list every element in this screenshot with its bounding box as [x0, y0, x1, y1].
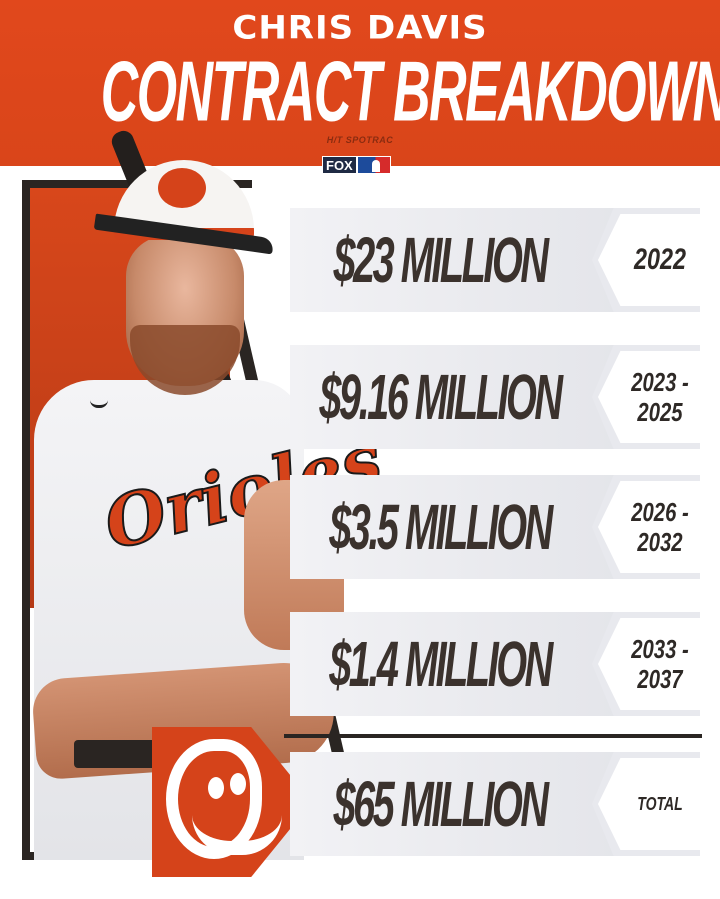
row-band [290, 208, 620, 312]
row-label-box [598, 351, 700, 443]
total-amount: $65 MILLION [333, 768, 549, 840]
contract-row: $1.4 MILLION 2033 - 2037 [290, 612, 700, 716]
cap-oriole-icon [158, 168, 206, 208]
player-belt [74, 740, 164, 768]
header-banner: CHRIS DAVIS CONTRACT BREAKDOWN H/T SPOTR… [0, 0, 720, 166]
oriole-eye [208, 777, 224, 799]
row-band [290, 345, 620, 449]
row-years: 2033 - 2037 [631, 634, 689, 694]
contract-row: $9.16 MILLION 2023 - 2025 [290, 345, 700, 449]
total-label: TOTAL [637, 794, 683, 814]
row-amount: $1.4 MILLION [329, 628, 553, 700]
oriole-eye [230, 773, 246, 795]
row-years: 2022 [633, 243, 687, 276]
total-divider [284, 734, 702, 738]
row-amount: $9.16 MILLION [319, 361, 563, 433]
row-band [290, 475, 620, 579]
row-years: 2026 - 2032 [631, 497, 689, 557]
contract-row: $3.5 MILLION 2026 - 2032 [290, 475, 700, 579]
total-row: $65 MILLION TOTAL [290, 752, 700, 856]
main-title: CONTRACT BREAKDOWN [100, 45, 720, 140]
nike-swoosh-icon [90, 400, 108, 408]
row-label-box [598, 481, 700, 573]
row-amount: $23 MILLION [333, 224, 549, 296]
row-amount: $3.5 MILLION [329, 491, 553, 563]
fox-logo-icon: FOX [322, 156, 357, 174]
row-label-box [598, 618, 700, 710]
mlb-logo-icon [356, 156, 391, 174]
source-credit: H/T SPOTRAC [326, 135, 394, 145]
contract-row: $23 MILLION 2022 [290, 208, 700, 312]
row-years: 2023 - 2025 [631, 367, 689, 427]
player-name-title: CHRIS DAVIS [232, 9, 488, 47]
row-band [290, 612, 620, 716]
row-label-box [598, 214, 700, 306]
row-label-box [598, 758, 700, 850]
broadcast-logos: FOX [322, 156, 391, 174]
row-band [290, 752, 620, 856]
